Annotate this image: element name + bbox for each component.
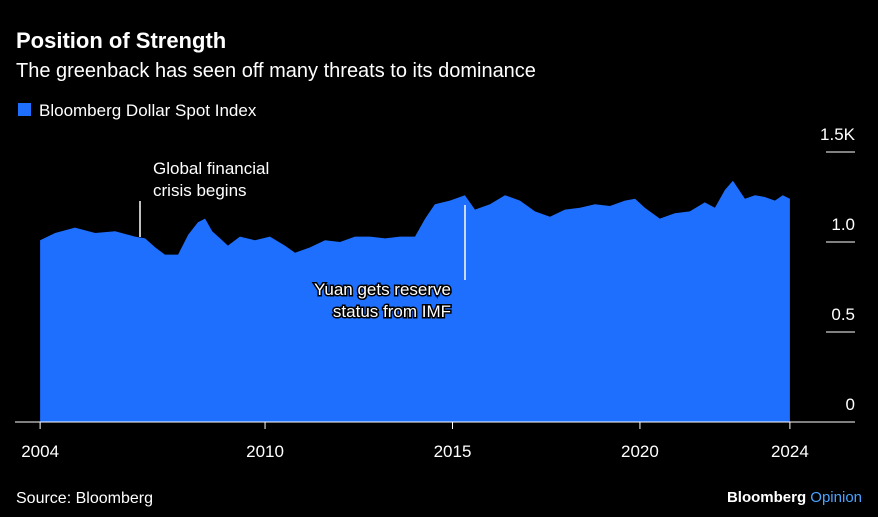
x-tick-label: 2020: [621, 442, 659, 461]
annotation-text: status from IMF: [333, 302, 451, 321]
chart-subtitle: The greenback has seen off many threats …: [16, 60, 536, 82]
y-tick-label: 0: [846, 395, 855, 414]
legend-label: Bloomberg Dollar Spot Index: [39, 101, 257, 120]
annotation-text: Yuan gets reserve: [314, 280, 451, 299]
brand-suffix: Opinion: [810, 489, 862, 506]
y-tick-label: 1.0: [831, 215, 855, 234]
brand-name: Bloomberg: [727, 489, 806, 506]
x-tick-label: 2015: [434, 442, 472, 461]
x-tick-label: 2024: [771, 442, 809, 461]
x-tick-label: 2010: [246, 442, 284, 461]
y-tick-label: 1.5K: [820, 125, 856, 144]
source: Source: Bloomberg: [16, 490, 153, 507]
chart-title: Position of Strength: [16, 28, 226, 53]
x-tick-label: 2004: [21, 442, 59, 461]
annotation-text: crisis begins: [153, 181, 247, 200]
brand: Bloomberg Opinion: [727, 489, 862, 506]
annotation-text: Global financial: [153, 159, 269, 178]
area: [40, 180, 790, 422]
y-tick-label: 0.5: [831, 305, 855, 324]
legend-swatch: [18, 103, 31, 116]
